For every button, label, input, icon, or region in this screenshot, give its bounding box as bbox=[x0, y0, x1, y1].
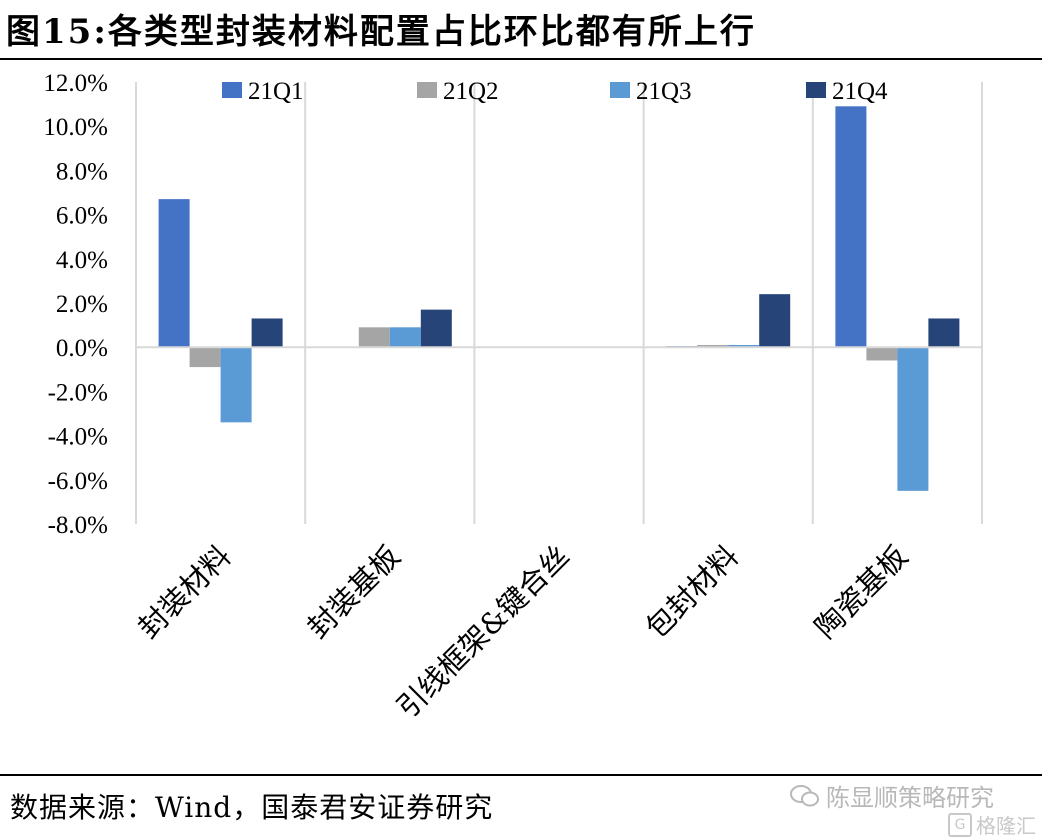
bar bbox=[220, 347, 252, 423]
y-tick-label: 4.0% bbox=[56, 247, 108, 274]
bar bbox=[420, 309, 452, 348]
y-tick-label: 6.0% bbox=[56, 203, 108, 230]
x-tick-label: 封装基板 bbox=[301, 539, 407, 645]
watermark: 陈显顺策略研究 bbox=[790, 778, 994, 813]
corner-logo-icon: G bbox=[948, 812, 972, 837]
corner-logo-text: 格隆汇 bbox=[976, 814, 1036, 838]
x-tick-label: 引线框架&键合丝 bbox=[390, 539, 576, 725]
y-tick-label: -2.0% bbox=[48, 379, 108, 406]
source-note: 数据来源：Wind，国泰君安证券研究 bbox=[10, 791, 494, 824]
bar bbox=[697, 344, 729, 348]
y-tick-label: -4.0% bbox=[48, 424, 108, 451]
y-tick-label: -6.0% bbox=[48, 468, 108, 495]
legend-label: 21Q1 bbox=[248, 78, 304, 105]
y-tick-label: -8.0% bbox=[48, 512, 108, 539]
bar bbox=[158, 199, 190, 348]
bar bbox=[866, 347, 898, 361]
bottom-rule bbox=[0, 774, 1042, 776]
y-tick-label: 12.0% bbox=[43, 70, 108, 97]
bar-chart: 12.0% 10.0% 8.0% 6.0% 4.0% 2.0% 0.0% -2.0% -4.0%… bbox=[43, 70, 983, 725]
corner-logo: G 格隆汇 bbox=[948, 810, 1036, 839]
legend-swatch bbox=[417, 82, 437, 98]
legend-label: 21Q4 bbox=[832, 78, 888, 105]
y-tick-label: 10.0% bbox=[43, 114, 108, 141]
bar bbox=[358, 327, 390, 348]
bar bbox=[251, 318, 283, 348]
watermark-text: 陈显顺策略研究 bbox=[826, 784, 994, 812]
x-tick-label: 包封材料 bbox=[639, 539, 745, 645]
y-tick-label: 8.0% bbox=[56, 158, 108, 185]
bar bbox=[759, 294, 791, 348]
legend-swatch bbox=[806, 82, 826, 98]
chart-title: 图15:各类型封装材料配置占比环比都有所上行 bbox=[6, 12, 756, 52]
legend-label: 21Q2 bbox=[443, 78, 499, 105]
y-tick-label: 2.0% bbox=[56, 291, 108, 318]
y-tick-label: 0.0% bbox=[56, 335, 108, 362]
x-tick-label: 陶瓷基板 bbox=[808, 539, 914, 645]
x-tick-label: 封装材料 bbox=[131, 539, 237, 645]
legend-swatch bbox=[222, 82, 242, 98]
bar bbox=[897, 347, 929, 491]
bar bbox=[189, 347, 221, 368]
bar bbox=[928, 318, 960, 348]
top-rule bbox=[0, 58, 1042, 60]
bar bbox=[389, 327, 421, 348]
legend-swatch bbox=[610, 82, 630, 98]
legend-label: 21Q3 bbox=[636, 78, 692, 105]
wechat-icon bbox=[790, 784, 819, 806]
bar bbox=[728, 344, 760, 348]
bar bbox=[835, 106, 867, 348]
